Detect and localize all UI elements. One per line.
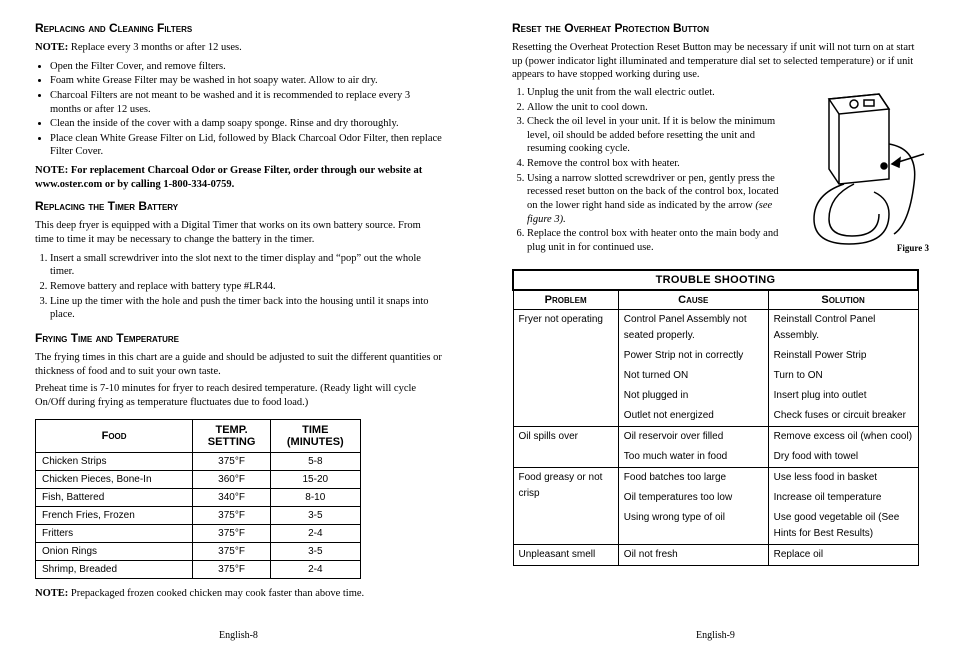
list-item: Check the oil level in your unit. If it … bbox=[527, 115, 781, 156]
right-column: Reset the Overheat Protection Button Res… bbox=[477, 15, 954, 651]
list-item: Clean the inside of the cover with a dam… bbox=[50, 117, 442, 131]
filters-note-2: NOTE: For replacement Charcoal Odor or G… bbox=[35, 164, 442, 191]
list-item: Foam white Grease Filter may be washed i… bbox=[50, 74, 442, 88]
filters-note-1: NOTE: Replace every 3 months or after 12… bbox=[35, 41, 442, 55]
timer-intro: This deep fryer is equipped with a Digit… bbox=[35, 219, 442, 246]
list-item: Charcoal Filters are not meant to be was… bbox=[50, 89, 442, 116]
list-item: Insert a small screwdriver into the slot… bbox=[50, 252, 442, 279]
list-item: Remove the control box with heater. bbox=[527, 157, 781, 171]
filters-bullets: Open the Filter Cover, and remove filter… bbox=[35, 59, 442, 160]
figure-wrap: Unplug the unit from the wall electric o… bbox=[512, 84, 919, 257]
list-item: Place clean White Grease Filter on Lid, … bbox=[50, 132, 442, 159]
table-row: Shrimp, Breaded375°F2-4 bbox=[36, 561, 361, 579]
col-solution: Solution bbox=[768, 290, 918, 310]
list-item: Allow the unit to cool down. bbox=[527, 101, 781, 115]
frying-p1: The frying times in this chart are a gui… bbox=[35, 351, 442, 378]
col-time: TIME(MINUTES) bbox=[270, 420, 360, 453]
list-item: Using a narrow slotted screwdriver or pe… bbox=[527, 172, 781, 227]
page-number-right: English-9 bbox=[512, 630, 919, 651]
frying-note: NOTE: Prepackaged frozen cooked chicken … bbox=[35, 587, 442, 601]
reset-steps: Unplug the unit from the wall electric o… bbox=[512, 86, 781, 255]
col-temp: TEMP.SETTING bbox=[193, 420, 271, 453]
section-head-reset: Reset the Overheat Protection Button bbox=[512, 21, 919, 35]
list-item: Replace the control box with heater onto… bbox=[527, 227, 781, 254]
table-row: Onion Rings375°F3-5 bbox=[36, 543, 361, 561]
table-row: Fryer not operating Control Panel Assemb… bbox=[513, 309, 918, 346]
fryer-diagram-icon bbox=[794, 84, 929, 259]
table-row: Fritters375°F2-4 bbox=[36, 525, 361, 543]
list-item: Unplug the unit from the wall electric o… bbox=[527, 86, 781, 100]
col-food: Food bbox=[36, 420, 193, 453]
list-item: Line up the timer with the hole and push… bbox=[50, 295, 442, 322]
trouble-title: TROUBLE SHOOTING bbox=[513, 270, 918, 290]
reset-intro: Resetting the Overheat Protection Reset … bbox=[512, 41, 919, 82]
list-item: Open the Filter Cover, and remove filter… bbox=[50, 60, 442, 74]
col-problem: Problem bbox=[513, 290, 618, 310]
table-row: Unpleasant smell Oil not fresh Replace o… bbox=[513, 544, 918, 565]
table-row: Fish, Battered340°F8-10 bbox=[36, 489, 361, 507]
section-head-frying: Frying Time and Temperature bbox=[35, 331, 442, 345]
table-row: French Fries, Frozen375°F3-5 bbox=[36, 507, 361, 525]
figure-3: Figure 3 bbox=[794, 84, 929, 259]
table-row: Oil spills over Oil reservoir over fille… bbox=[513, 426, 918, 447]
section-head-filters: Replacing and Cleaning Filters bbox=[35, 21, 442, 35]
frying-p2: Preheat time is 7-10 minutes for fryer t… bbox=[35, 382, 442, 409]
figure-label: Figure 3 bbox=[897, 243, 929, 253]
frying-table: Food TEMP.SETTING TIME(MINUTES) Chicken … bbox=[35, 419, 361, 579]
section-head-timer: Replacing the Timer Battery bbox=[35, 199, 442, 213]
table-row: Food greasy or not crisp Food batches to… bbox=[513, 467, 918, 488]
list-item: Remove battery and replace with battery … bbox=[50, 280, 442, 294]
table-row: Chicken Pieces, Bone-In360°F15-20 bbox=[36, 471, 361, 489]
troubleshoot-table: TROUBLE SHOOTING Problem Cause Solution … bbox=[512, 269, 919, 566]
table-row: Chicken Strips375°F5-8 bbox=[36, 453, 361, 471]
timer-steps: Insert a small screwdriver into the slot… bbox=[35, 251, 442, 323]
col-cause: Cause bbox=[618, 290, 768, 310]
left-column: Replacing and Cleaning Filters NOTE: Rep… bbox=[0, 15, 477, 651]
page-number-left: English-8 bbox=[35, 630, 442, 651]
